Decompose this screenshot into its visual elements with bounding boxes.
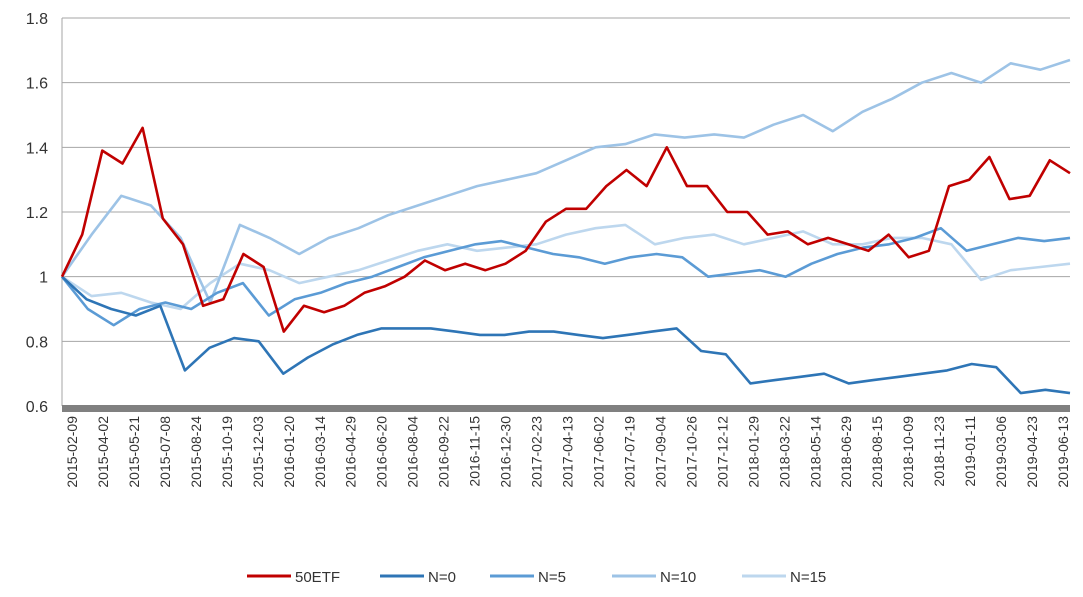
y-tick-label: 1.4	[26, 140, 48, 157]
legend-label: N=15	[790, 569, 826, 586]
x-tick-label: 2018-08-15	[869, 416, 885, 488]
series-line-n-15	[61, 223, 1071, 311]
x-tick-label: 2017-02-23	[529, 416, 545, 488]
legend-label: N=10	[660, 569, 696, 586]
legend: 50ETF N=0 N=5 N=10 N=15	[247, 569, 826, 586]
x-tick-label: 2015-12-03	[250, 416, 266, 488]
x-tick-label: 2018-11-23	[931, 416, 947, 487]
y-axis-ticks: 0.6 0.8 1 1.2 1.4 1.6 1.8	[26, 11, 48, 416]
x-tick-label: 2016-12-30	[498, 416, 514, 488]
y-tick-label: 1.2	[26, 205, 48, 222]
x-tick-label: 2016-11-15	[467, 416, 483, 487]
x-tick-label: 2015-07-08	[157, 416, 173, 488]
x-tick-label: 2015-10-19	[219, 416, 235, 488]
gridlines	[61, 17, 1070, 406]
x-tick-label: 2017-09-04	[652, 416, 668, 488]
x-tick-label: 2015-05-21	[126, 416, 142, 488]
y-tick-label: 1.6	[26, 76, 48, 93]
y-tick-label: 1.8	[26, 11, 48, 28]
legend-label: 50ETF	[295, 569, 340, 586]
x-axis-ticks: 2015-02-09 2015-04-02 2015-05-21 2015-07-08…	[64, 416, 1071, 488]
x-tick-label: 2016-08-04	[405, 416, 421, 488]
x-tick-label: 2015-02-09	[64, 416, 80, 488]
y-tick-label: 0.6	[26, 399, 48, 416]
x-tick-label: 2017-12-12	[714, 416, 730, 488]
y-tick-label: 0.8	[26, 334, 48, 351]
series-lines	[60, 58, 1071, 395]
x-tick-label: 2019-06-13	[1055, 416, 1071, 488]
x-axis-line	[62, 405, 1070, 412]
legend-label: N=0	[428, 569, 456, 586]
x-tick-label: 2017-07-19	[621, 416, 637, 488]
x-tick-label: 2018-06-29	[838, 416, 854, 488]
legend-label: N=5	[538, 569, 566, 586]
x-tick-label: 2016-03-14	[312, 416, 328, 488]
x-tick-label: 2016-01-20	[281, 416, 297, 488]
x-tick-label: 2018-05-14	[807, 416, 823, 488]
series-line-n-10	[60, 58, 1071, 304]
x-tick-label: 2019-03-06	[993, 416, 1009, 488]
x-tick-label: 2015-08-24	[188, 416, 204, 488]
x-tick-label: 2017-04-13	[560, 416, 576, 488]
x-tick-label: 2018-01-29	[745, 416, 761, 488]
x-tick-label: 2018-10-09	[900, 416, 916, 488]
x-tick-label: 2017-06-02	[590, 416, 606, 488]
x-tick-label: 2019-04-23	[1024, 416, 1040, 488]
series-line-n-0	[61, 275, 1071, 395]
y-tick-label: 1	[39, 270, 48, 287]
x-tick-label: 2019-01-11	[962, 416, 978, 487]
series-line-n-5	[60, 226, 1071, 327]
x-tick-label: 2018-03-22	[776, 416, 792, 488]
x-tick-label: 2016-09-22	[436, 416, 452, 488]
x-tick-label: 2016-06-20	[374, 416, 390, 488]
x-tick-label: 2017-10-26	[683, 416, 699, 488]
x-tick-label: 2015-04-02	[95, 416, 111, 488]
series-line-50etf	[60, 126, 1071, 333]
x-tick-label: 2016-04-29	[343, 416, 359, 488]
